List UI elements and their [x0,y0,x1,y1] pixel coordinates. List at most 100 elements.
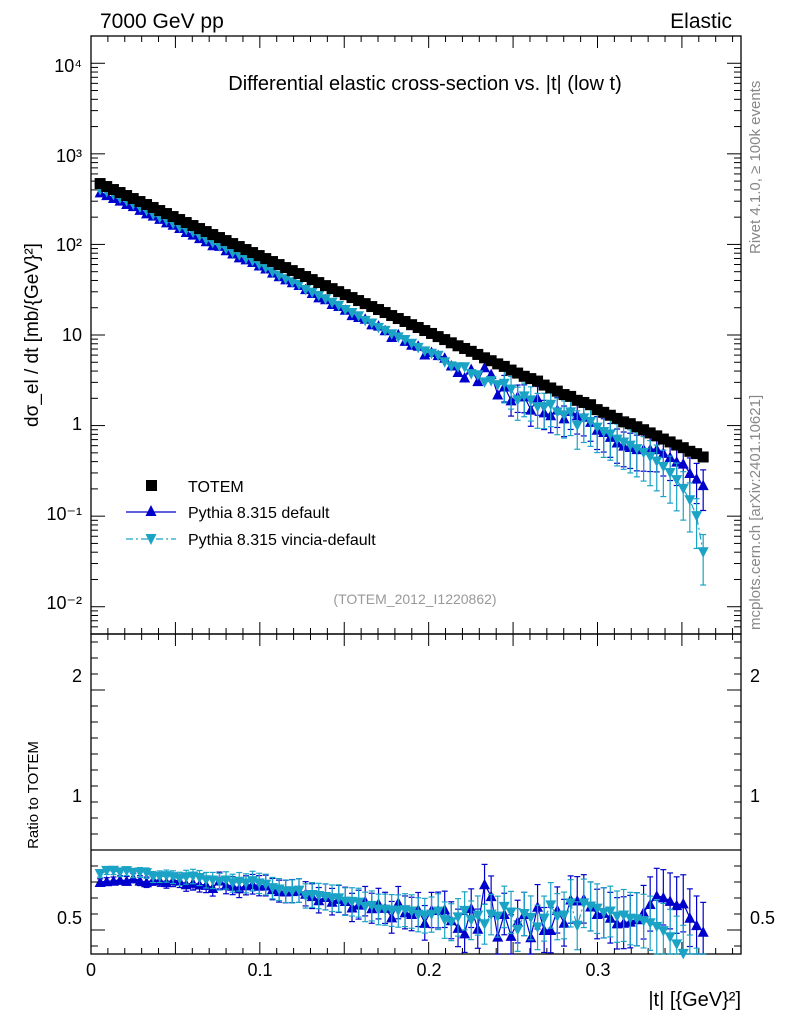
totem-point [452,340,464,352]
totem-point [525,373,537,385]
vincia-ratio-point [333,893,345,904]
totem-point [101,181,113,193]
vincia-ratio-point [532,922,544,933]
vincia-point [591,422,603,434]
x-tick-labels: 0 0.1 0.2 0.3 [86,960,611,980]
vincia-point [565,407,577,418]
vincia-ratio-point [657,926,669,937]
totem-point [664,436,676,448]
vincia-ratio-point [293,885,305,897]
totem-point [373,304,385,316]
totem-point [406,319,418,331]
ratio-tick-label: 1 [750,786,760,806]
totem-point [240,244,252,256]
totem-point [141,199,153,211]
vincia-point [320,294,332,305]
vincia-ratio-point [445,917,457,928]
totem-point [114,187,126,199]
totem-point [127,193,139,205]
ratio-panel-frame [90,633,742,955]
vincia-point [439,357,451,368]
legend-marker-vincia [145,534,157,545]
totem-point [194,223,206,235]
mcplots-label: mcplots.cern.ch [arXiv:2401.10621] [747,395,764,630]
vincia-ratio-point [492,911,504,923]
vincia-point [604,429,616,440]
vincia-ratio-point [452,912,464,923]
vincia-point [373,322,385,334]
totem-point [439,334,451,346]
totem-point [512,367,524,379]
ratio-tick-label: 0.5 [750,908,775,928]
x-tick-label: 0.2 [416,960,441,980]
y-tick-labels: 10⁻² 10⁻¹ 1 10 10² 10³ 10⁴ [46,56,82,613]
vincia-point [624,440,636,452]
vincia-ratio-point [286,886,298,897]
vincia-ratio-point [260,879,272,891]
vincia-ratio-point [432,906,444,918]
vincia-point [558,410,570,421]
totem-point [220,235,232,247]
vincia-point [472,370,484,381]
vincia-point [333,300,345,312]
vincia-ratio-point [465,915,477,926]
vincia-ratio-point [174,873,186,885]
legend-label-totem: TOTEM [188,479,244,496]
vincia-point [538,402,550,413]
totem-point [399,315,411,327]
vincia-point [657,461,669,473]
vincia-point [479,377,491,388]
vincia-ratio-point [591,903,603,915]
vincia-ratio-point [651,921,663,933]
totem-point [505,364,517,376]
x-axis-label: |t| [{GeV}²] [648,989,741,1011]
vincia-point [366,318,378,329]
totem-point [392,313,404,325]
totem-point [260,253,272,265]
totem-point [432,331,444,343]
vincia-point [293,280,305,291]
totem-point [180,217,192,229]
vincia-point [518,391,530,402]
default-ratio-point [459,927,471,939]
totem-point [313,277,325,289]
vincia-point [300,284,312,296]
totem-point [167,211,179,223]
series-totem [94,178,709,463]
totem-point [359,298,371,310]
ratio-tick-label: 1 [72,786,82,806]
vincia-point [313,290,325,302]
totem-point [121,190,133,202]
totem-point [691,448,703,460]
y-tick-label: 1 [72,414,82,434]
vincia-ratio-point [472,910,484,922]
vincia-ratio-point [551,911,563,923]
vincia-line [99,189,704,553]
vincia-ratio-point [518,909,530,920]
totem-point [485,355,497,367]
vincia-ratio-point [677,948,689,960]
totem-point [207,229,219,241]
vincia-ratio-point [406,906,418,918]
legend-label-vincia: Pythia 8.315 vincia-default [188,532,376,549]
default-ratio-point [505,930,517,941]
totem-point [604,409,616,421]
totem-point [346,292,358,304]
totem-point [253,250,265,262]
header-left: 7000 GeV pp [100,10,224,33]
totem-point [571,394,583,406]
totem-point [386,310,398,322]
y-axis-label: dσ_el / dt [mb/{GeV}²] [22,243,43,427]
vincia-point [697,547,709,558]
legend-marker-totem [146,480,157,491]
vincia-point [571,420,583,432]
totem-point [94,178,106,190]
totem-point [697,451,709,463]
totem-point [247,247,259,259]
default-ratio-point [651,890,663,901]
ratio-tick-label: 0.5 [57,908,82,928]
vincia-ratio-point [353,897,365,909]
totem-point [300,271,312,283]
legend: TOTEM Pythia 8.315 default Pythia 8.315 … [126,479,376,549]
ratio-tick-label: 2 [72,666,82,686]
